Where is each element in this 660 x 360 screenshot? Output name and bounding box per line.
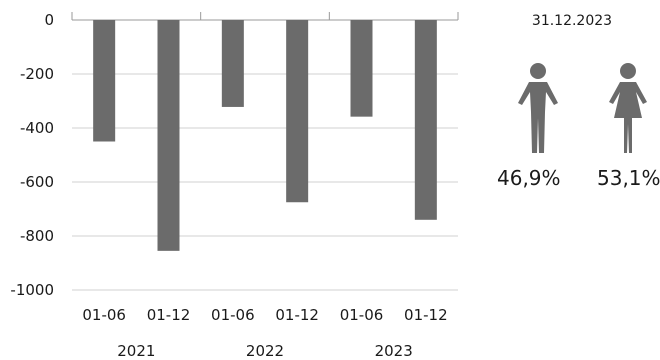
y-tick-label: -400 [20, 119, 54, 137]
x-axis-groups: 2021 2022 2023 [117, 342, 413, 360]
x-category-label: 01-06 [211, 306, 255, 324]
x-axis-categories: 01-06 01-12 01-06 01-12 01-06 01-12 [82, 306, 447, 324]
y-tick-label: -200 [20, 65, 54, 83]
female-share: 53,1% [597, 166, 660, 190]
x-category-label: 01-06 [340, 306, 384, 324]
gridlines [71, 12, 459, 291]
x-category-label: 01-12 [275, 306, 319, 324]
y-tick-label: -600 [20, 173, 54, 191]
x-category-label: 01-12 [147, 306, 191, 324]
bar [157, 20, 180, 251]
bars [93, 20, 437, 251]
male-person-icon [518, 63, 558, 153]
y-tick-label: 0 [44, 11, 54, 29]
bar [350, 20, 373, 117]
x-group-label: 2022 [246, 342, 284, 360]
x-group-label: 2023 [375, 342, 413, 360]
y-tick-label: -800 [20, 227, 54, 245]
bar [93, 20, 116, 142]
male-share: 46,9% [497, 166, 561, 190]
x-group-label: 2021 [117, 342, 155, 360]
y-tick-label: -1000 [10, 281, 54, 299]
y-axis: 0 -200 -400 -600 -800 -1000 [10, 11, 54, 299]
female-person-icon [609, 63, 647, 153]
bar [221, 20, 244, 107]
x-category-label: 01-12 [404, 306, 448, 324]
bar-chart: 0-200-400-600-800-1000 01-06 01-12 01-06 01… [10, 11, 459, 360]
bar [286, 20, 309, 203]
bar [414, 20, 437, 220]
snapshot-date: 31.12.2023 [531, 13, 613, 29]
x-category-label: 01-06 [82, 306, 126, 324]
